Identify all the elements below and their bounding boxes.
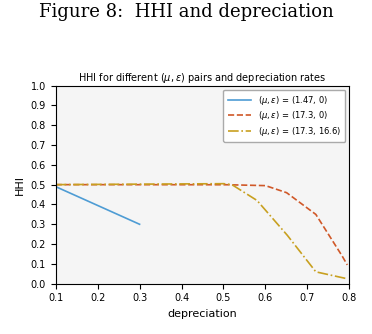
Line: $(\mu, \epsilon)$ = (17.3, 0): $(\mu, \epsilon)$ = (17.3, 0) [56, 185, 347, 265]
$(\mu, \epsilon)$ = (17.3, 0) [345, 263, 350, 267]
$(\mu, \epsilon)$ = (17.3, 16.6) [169, 182, 173, 186]
$(\mu, \epsilon)$ = (17.3, 16.6) [264, 210, 269, 214]
Text: Figure 8:  HHI and depreciation: Figure 8: HHI and depreciation [39, 3, 333, 21]
$(\mu, \epsilon)$ = (17.3, 0) [237, 183, 241, 187]
$(\mu, \epsilon)$ = (17.3, 0) [265, 184, 270, 188]
$(\mu, \epsilon)$ = (17.3, 16.6) [266, 211, 270, 215]
$(\mu, \epsilon)$ = (17.3, 16.6) [345, 277, 350, 281]
$(\mu, \epsilon)$ = (17.3, 16.6) [221, 182, 225, 186]
Line: $(\mu, \epsilon)$ = (17.3, 16.6): $(\mu, \epsilon)$ = (17.3, 16.6) [56, 184, 347, 279]
$(\mu, \epsilon)$ = (17.3, 0) [89, 183, 93, 187]
$(\mu, \epsilon)$ = (17.3, 0) [148, 183, 153, 187]
$(\mu, \epsilon)$ = (17.3, 16.6) [89, 182, 93, 186]
Title: HHI for different $(\mu, \epsilon)$ pairs and depreciation rates: HHI for different $(\mu, \epsilon)$ pair… [78, 71, 327, 86]
Line: $(\mu, \epsilon)$ = (1.47, 0): $(\mu, \epsilon)$ = (1.47, 0) [56, 187, 140, 224]
$(\mu, \epsilon)$ = (17.3, 16.6) [148, 182, 153, 186]
$(\mu, \epsilon)$ = (1.47, 0) [54, 185, 58, 189]
$(\mu, \epsilon)$ = (17.3, 0) [169, 183, 173, 187]
$(\mu, \epsilon)$ = (17.3, 16.6) [54, 183, 58, 187]
$(\mu, \epsilon)$ = (17.3, 16.6) [238, 188, 242, 192]
$(\mu, \epsilon)$ = (1.47, 0) [137, 222, 142, 226]
X-axis label: depreciation: depreciation [168, 309, 237, 319]
Legend: $(\mu, \epsilon)$ = (1.47, 0), $(\mu, \epsilon)$ = (17.3, 0), $(\mu, \epsilon)$ : $(\mu, \epsilon)$ = (1.47, 0), $(\mu, \e… [224, 90, 345, 142]
$(\mu, \epsilon)$ = (17.3, 0) [54, 183, 58, 187]
Y-axis label: HHI: HHI [15, 175, 25, 195]
$(\mu, \epsilon)$ = (17.3, 0) [264, 184, 268, 188]
